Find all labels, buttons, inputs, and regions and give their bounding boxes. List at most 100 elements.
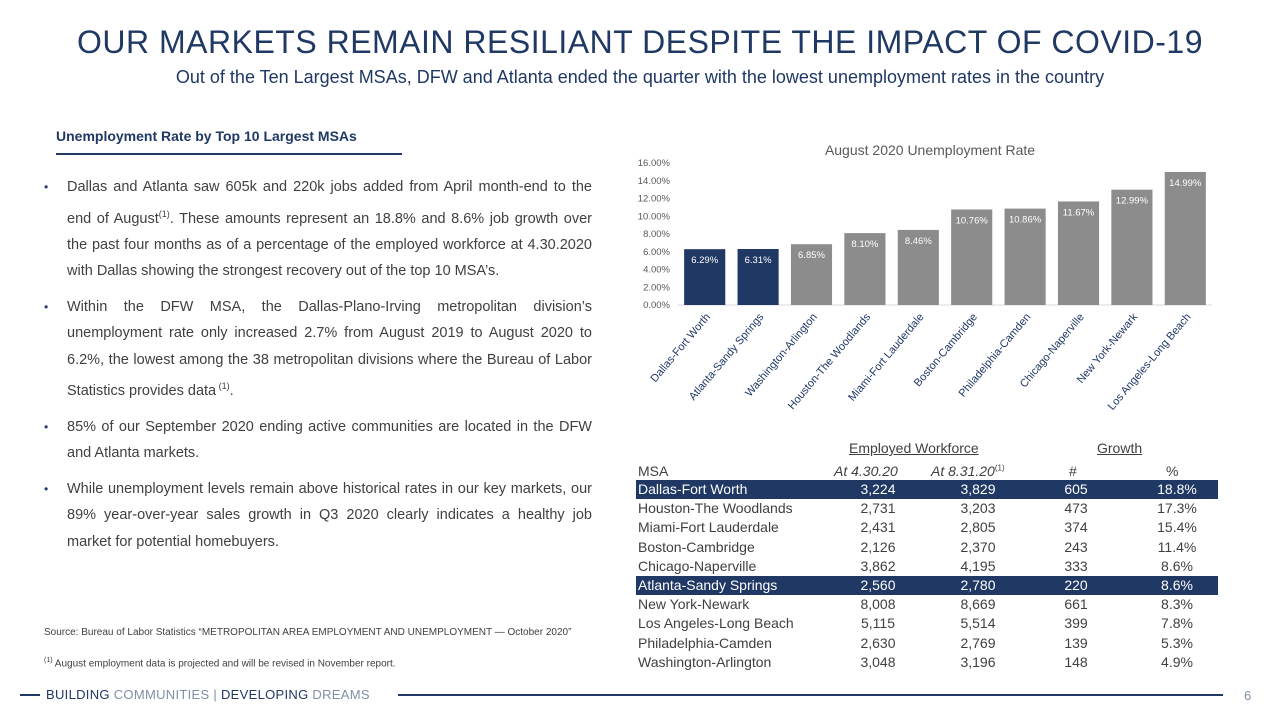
bar-value-label: 10.86%	[1009, 215, 1042, 226]
bar	[737, 248, 779, 305]
y-tick-label: 4.00%	[643, 265, 670, 276]
cell-april: 3,224	[860, 481, 896, 497]
bullet-text: Dallas and Atlanta saw 605k and 220k job…	[67, 179, 592, 227]
table-row: Chicago-Naperville 3,862 4,195 333 8.6%	[636, 557, 1218, 576]
cell-msa: Miami-Fort Lauderdale	[638, 519, 779, 536]
cell-growth-count: 605	[1064, 481, 1088, 497]
y-tick-label: 10.00%	[638, 211, 671, 222]
cell-april: 5,115	[861, 615, 895, 632]
column-header-percent: %	[1166, 463, 1179, 479]
footnote-marker: (1)	[44, 657, 53, 664]
y-tick-label: 2.00%	[643, 282, 670, 293]
cell-april: 2,731	[860, 500, 896, 517]
section-divider	[56, 153, 402, 155]
footer-tagline: BUILDING COMMUNITIES | DEVELOPING DREAMS	[46, 687, 370, 702]
cell-august: 2,370	[960, 538, 996, 555]
cell-growth-count: 220	[1064, 576, 1088, 593]
cell-april: 2,126	[860, 538, 896, 555]
bar-value-label: 6.85%	[798, 250, 825, 261]
cell-august: 3,203	[960, 500, 996, 517]
bullet-list: • Dallas and Atlanta saw 605k and 220k j…	[44, 174, 592, 564]
bar	[844, 233, 886, 305]
y-tick-label: 0.00%	[643, 300, 670, 311]
cell-msa: Los Angeles-Long Beach	[638, 615, 794, 632]
cell-growth-percent: 7.8%	[1161, 615, 1193, 632]
cell-msa: Washington-Arlington	[638, 653, 772, 670]
cell-april: 3,862	[860, 557, 896, 574]
cell-growth-percent: 18.8%	[1157, 481, 1197, 497]
bar-value-label: 11.67%	[1063, 207, 1095, 218]
bar-value-label: 6.31%	[745, 255, 772, 266]
section-title: Unemployment Rate by Top 10 Largest MSAs	[56, 128, 357, 144]
footer-rule-right	[398, 694, 1223, 696]
bar	[1164, 171, 1206, 305]
bullet-icon: •	[44, 180, 49, 194]
table-row: Boston-Cambridge 2,126 2,370 243 11.4%	[636, 538, 1218, 557]
bullet-text: . These amounts represent an 18.8% and 8…	[67, 210, 592, 280]
cell-april: 8,008	[860, 596, 896, 613]
bullet-text: .	[229, 383, 234, 400]
y-tick-label: 12.00%	[638, 194, 671, 205]
y-tick-label: 6.00%	[643, 247, 670, 258]
cell-april: 2,630	[860, 634, 896, 651]
unemployment-bar-chart: August 2020 Unemployment Rate 0.00% 2.00%…	[638, 142, 1212, 413]
bullet-icon: •	[44, 299, 49, 314]
bar	[897, 229, 939, 305]
bar	[790, 244, 833, 305]
bar-value-label: 8.46%	[905, 236, 932, 247]
footer-rule-left	[20, 694, 40, 696]
column-header-april: At 4.30.20	[834, 463, 898, 479]
cell-growth-count: 243	[1064, 538, 1088, 555]
cell-growth-count: 333	[1064, 557, 1088, 574]
cell-april: 3,048	[860, 653, 896, 670]
column-header-april-text: At 4.30.20	[834, 463, 898, 479]
cell-growth-count: 374	[1064, 519, 1088, 536]
y-tick-label: 14.00%	[638, 176, 671, 187]
bar	[1004, 208, 1046, 305]
x-category-label: Dallas-Fort Worth	[649, 311, 713, 385]
bar	[1057, 201, 1100, 305]
bullet-text: Within the DFW MSA, the Dallas-Plano-Irv…	[67, 298, 592, 400]
bar-value-label: 14.99%	[1169, 178, 1202, 189]
cell-growth-percent: 8.3%	[1161, 596, 1193, 613]
source-note: Source: Bureau of Labor Statistics “METR…	[44, 627, 572, 638]
page-title: OUR MARKETS REMAIN RESILIANT DESPITE THE…	[77, 24, 1203, 60]
table-row: Los Angeles-Long Beach 5,115 5,514 399 7.8%	[636, 614, 1218, 633]
cell-august: 4,195	[960, 557, 996, 574]
cell-april: 2,431	[860, 519, 896, 536]
page-number: 6	[1244, 688, 1252, 703]
cell-growth-count: 473	[1064, 500, 1088, 517]
cell-august: 3,829	[960, 481, 996, 497]
bullet-text: While unemployment levels remain above h…	[67, 480, 592, 550]
cell-msa: Philadelphia-Camden	[638, 634, 772, 651]
bullet-icon: •	[44, 481, 49, 496]
page-subtitle: Out of the Ten Largest MSAs, DFW and Atl…	[175, 67, 1105, 87]
table-row: Atlanta-Sandy Springs 2,560 2,780 220 8.6%	[636, 575, 1218, 596]
cell-august: 5,514	[960, 615, 996, 632]
table-row: Houston-The Woodlands 2,731 3,203 473 17.3%	[636, 499, 1218, 518]
table-row: New York-Newark 8,008 8,669 661 8.3%	[636, 595, 1218, 614]
column-header-msa: MSA	[638, 463, 669, 479]
bullet-item: • While unemployment levels remain above…	[44, 476, 592, 556]
chart-plot-area: 0.00% 2.00% 4.00% 6.00% 8.00% 10.00% 12.00% 14.…	[638, 158, 1212, 413]
cell-april: 2,560	[860, 576, 896, 593]
y-tick-label: 16.00%	[638, 158, 671, 169]
cell-growth-percent: 17.3%	[1157, 500, 1197, 517]
cell-growth-percent: 8.6%	[1161, 576, 1193, 593]
cell-msa: Houston-The Woodlands	[638, 500, 793, 517]
footer-word: BUILDING	[46, 687, 110, 702]
bullet-text: 85% of our September 2020 ending active …	[67, 418, 592, 462]
cell-growth-percent: 5.3%	[1161, 634, 1193, 651]
table-row: Philadelphia-Camden 2,630 2,769 139 5.3%	[636, 634, 1218, 653]
cell-growth-count: 399	[1064, 615, 1088, 632]
cell-august: 2,769	[960, 634, 996, 651]
cell-growth-percent: 15.4%	[1157, 519, 1197, 536]
cell-msa: New York-Newark	[638, 596, 750, 613]
column-header-august: At 8.31.20(1)	[931, 463, 1005, 479]
bar	[684, 249, 726, 305]
footer-word: COMMUNITIES	[109, 687, 210, 702]
cell-msa: Boston-Cambridge	[638, 538, 755, 555]
bullet-item: • Dallas and Atlanta saw 605k and 220k j…	[44, 174, 592, 285]
y-tick-label: 8.00%	[643, 229, 670, 240]
bar-value-label: 8.10%	[851, 239, 878, 250]
